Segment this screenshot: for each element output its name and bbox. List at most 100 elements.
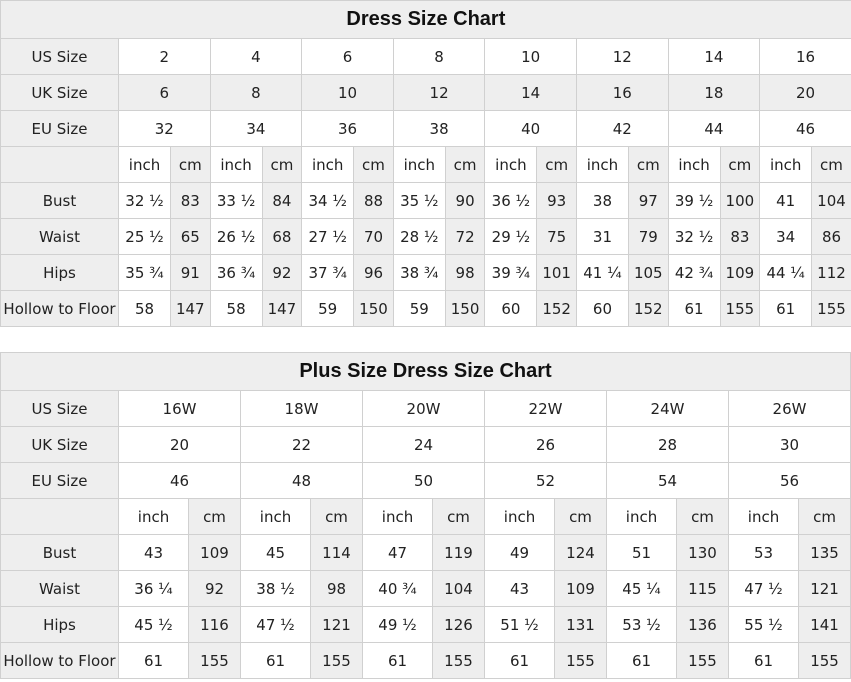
row-header: Waist — [0, 218, 119, 255]
cm-cell: 84 — [261, 182, 303, 219]
measurement-row: Bust 43 109 45 114 47 119 49 124 51 130 53 135 — [0, 534, 851, 571]
size-cell: 32 — [118, 110, 211, 147]
row-header: UK Size — [0, 426, 119, 463]
unit-inch-label: inch — [606, 498, 677, 535]
cm-cell: 152 — [627, 290, 669, 327]
cm-cell: 98 — [444, 254, 486, 291]
inch-cell: 41 — [759, 182, 813, 219]
row-header: Hollow to Floor — [0, 642, 119, 679]
size-cell: 16W — [118, 390, 241, 427]
unit-cm-label: cm — [444, 146, 486, 183]
size-cell: 18 — [667, 74, 761, 111]
size-cell: 22 — [240, 426, 363, 463]
cm-cell: 93 — [536, 182, 577, 219]
inch-cell: 55 ½ — [728, 606, 799, 643]
inch-cell: 35 ¾ — [118, 254, 171, 291]
size-cell: 10 — [484, 38, 577, 75]
inch-cell: 51 ½ — [484, 606, 555, 643]
row-header: Hips — [0, 606, 119, 643]
inch-cell: 32 ½ — [118, 182, 171, 219]
size-cell: 34 — [209, 110, 303, 147]
inch-cell: 58 — [118, 290, 171, 327]
inch-cell: 35 ½ — [392, 182, 446, 219]
unit-cm-label: cm — [310, 498, 363, 535]
inch-cell: 61 — [362, 642, 433, 679]
chart-title: Plus Size Dress Size Chart — [0, 352, 851, 391]
inch-cell: 44 ¼ — [759, 254, 813, 291]
row-header: EU Size — [0, 462, 119, 499]
row-header: Hips — [0, 254, 119, 291]
inch-cell: 49 — [484, 534, 555, 571]
cm-cell: 136 — [676, 606, 729, 643]
measurement-row: Waist 36 ¼ 92 38 ½ 98 40 ¾ 104 43 109 45 ¼ 115 47 ½… — [0, 570, 851, 607]
size-cell: 16 — [575, 74, 669, 111]
inch-cell: 34 — [759, 218, 813, 255]
measurement-row: Hollow to Floor 61 155 61 155 61 155 61 155 61 155… — [0, 642, 851, 679]
cm-cell: 116 — [188, 606, 241, 643]
size-cell: 50 — [362, 462, 485, 499]
size-cell: 22W — [484, 390, 607, 427]
cm-cell: 72 — [444, 218, 486, 255]
inch-cell: 38 ¾ — [392, 254, 446, 291]
cm-cell: 155 — [188, 642, 241, 679]
inch-cell: 53 — [728, 534, 799, 571]
size-cell: 54 — [606, 462, 729, 499]
size-row: EU Size 32 34 36 38 40 42 44 46 — [0, 110, 851, 147]
cm-cell: 121 — [310, 606, 363, 643]
inch-cell: 61 — [484, 642, 555, 679]
measurement-row: Hips 45 ½ 116 47 ½ 121 49 ½ 126 51 ½ 131 53 ½ 136 5… — [0, 606, 851, 643]
size-cell: 26 — [484, 426, 607, 463]
inch-cell: 61 — [118, 642, 189, 679]
cm-cell: 130 — [676, 534, 729, 571]
inch-cell: 61 — [240, 642, 311, 679]
size-cell: 30 — [727, 426, 851, 463]
cm-cell: 92 — [188, 570, 241, 607]
size-cell: 52 — [484, 462, 607, 499]
unit-cm-label: cm — [554, 498, 607, 535]
size-row: UK Size 6 8 10 12 14 16 18 20 — [0, 74, 851, 111]
unit-cm-label: cm — [797, 498, 851, 535]
size-cell: 8 — [209, 74, 303, 111]
inch-cell: 43 — [118, 534, 189, 571]
row-header: Bust — [0, 534, 119, 571]
size-cell: 20 — [759, 74, 851, 111]
cm-cell: 105 — [627, 254, 669, 291]
cm-cell: 141 — [797, 606, 851, 643]
row-header-blank — [0, 146, 119, 183]
unit-cm-label: cm — [719, 146, 761, 183]
row-header: Hollow to Floor — [0, 290, 119, 327]
size-cell: 14 — [667, 38, 761, 75]
inch-cell: 47 — [362, 534, 433, 571]
cm-cell: 126 — [432, 606, 485, 643]
size-cell: 28 — [606, 426, 729, 463]
inch-cell: 53 ½ — [606, 606, 677, 643]
unit-cm-label: cm — [353, 146, 394, 183]
unit-inch-label: inch — [118, 146, 171, 183]
cm-cell: 155 — [310, 642, 363, 679]
cm-cell: 65 — [170, 218, 211, 255]
cm-cell: 112 — [811, 254, 851, 291]
size-cell: 2 — [118, 38, 211, 75]
cm-cell: 96 — [353, 254, 394, 291]
inch-cell: 61 — [728, 642, 799, 679]
cm-cell: 131 — [554, 606, 607, 643]
size-cell: 12 — [392, 74, 486, 111]
unit-inch-label: inch — [209, 146, 263, 183]
inch-cell: 31 — [575, 218, 629, 255]
size-cell: 24 — [362, 426, 485, 463]
unit-inch-label: inch — [759, 146, 813, 183]
size-cell: 44 — [667, 110, 761, 147]
cm-cell: 152 — [536, 290, 577, 327]
cm-cell: 104 — [811, 182, 851, 219]
inch-cell: 42 ¾ — [667, 254, 721, 291]
dress-size-chart-table: Dress Size Chart US Size 2 4 6 8 10 12 14 16 UK Si… — [0, 0, 851, 327]
cm-cell: 150 — [444, 290, 486, 327]
cm-cell: 124 — [554, 534, 607, 571]
unit-cm-label: cm — [676, 498, 729, 535]
chart-title: Dress Size Chart — [0, 0, 851, 39]
cm-cell: 155 — [554, 642, 607, 679]
cm-cell: 104 — [432, 570, 485, 607]
size-row: US Size 16W 18W 20W 22W 24W 26W — [0, 390, 851, 427]
inch-cell: 29 ½ — [484, 218, 538, 255]
